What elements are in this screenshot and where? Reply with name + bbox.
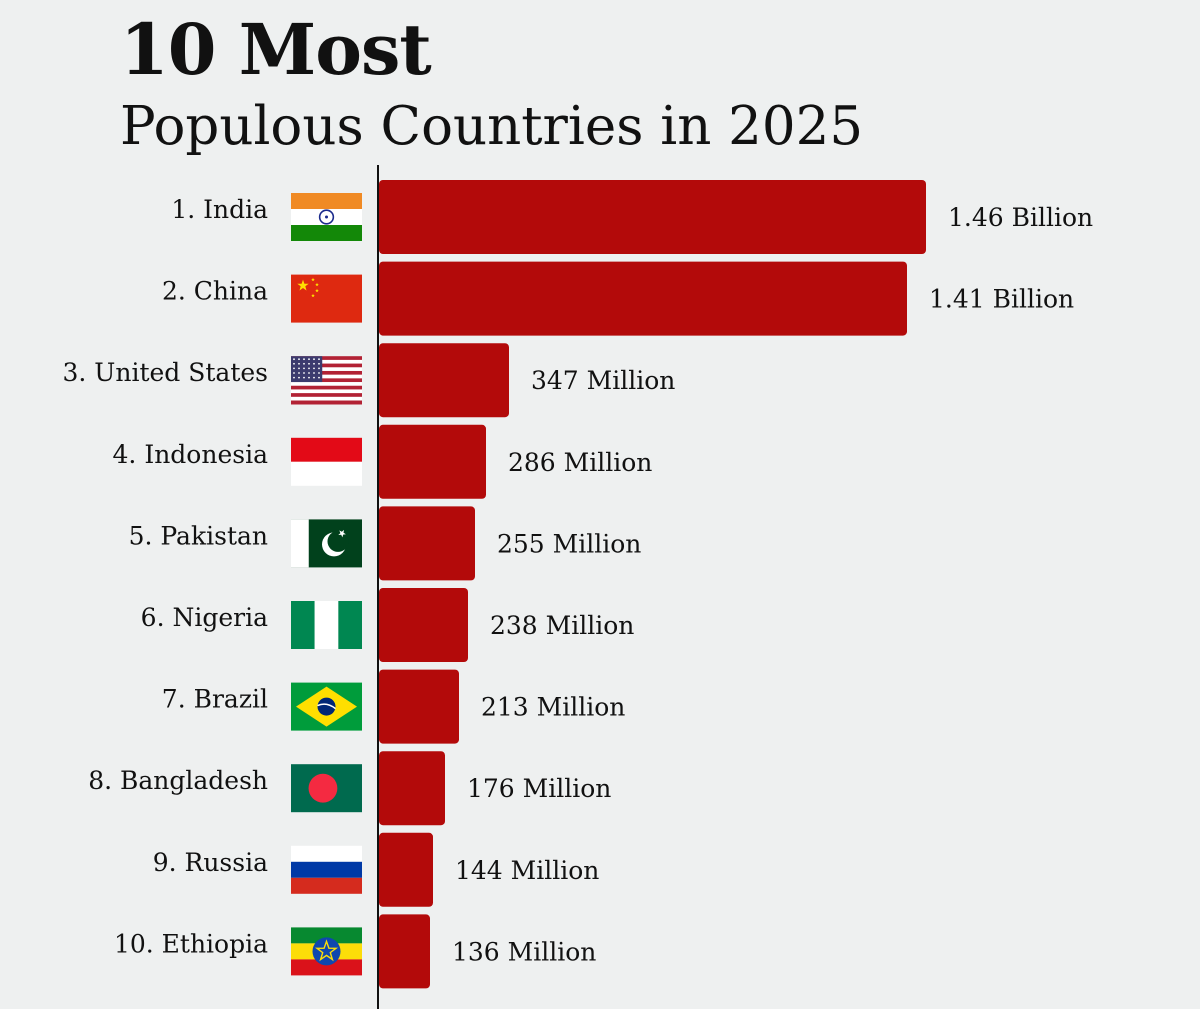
bar [379,180,926,254]
value-label: 1.41 Billion [929,285,1074,314]
category-label: 8. Bangladesh [88,766,268,795]
pakistan-flag-icon [291,519,362,568]
category-label: 10. Ethiopia [114,929,268,958]
value-label: 144 Million [455,856,599,885]
bar [379,261,907,336]
bangladesh-flag-icon [291,764,362,813]
united-states-flag-icon [291,356,362,405]
bar [379,343,509,418]
category-label: 3. United States [62,358,268,387]
indonesia-flag-icon [291,437,362,486]
russia-flag-icon [291,845,362,894]
brazil-flag-icon [291,682,362,731]
nigeria-flag-icon [291,601,362,649]
value-label: 238 Million [490,611,634,640]
category-label: 2. China [162,277,268,306]
value-label: 213 Million [481,693,625,722]
bar [379,751,445,826]
value-label: 1.46 Billion [948,203,1093,232]
value-label: 136 Million [452,937,596,966]
bar [379,832,433,907]
value-label: 176 Million [467,774,611,803]
value-label: 255 Million [497,529,641,558]
china-flag-icon [291,274,362,323]
chart-subtitle: Populous Countries in 2025 [120,96,864,157]
category-label: 9. Russia [153,848,268,877]
bar [379,424,486,499]
bar [379,669,459,744]
category-label: 1. India [171,195,268,224]
category-label: 5. Pakistan [129,521,268,550]
bar [379,588,468,662]
value-label: 347 Million [531,366,675,395]
bar [379,914,430,989]
value-label: 286 Million [508,448,652,477]
category-label: 7. Brazil [162,685,268,714]
category-label: 4. Indonesia [113,440,269,469]
category-label: 6. Nigeria [141,603,268,632]
india-flag-icon [291,193,362,241]
bar [379,506,475,581]
chart-title: 10 Most [120,8,432,91]
ethiopia-flag-icon [291,927,362,976]
